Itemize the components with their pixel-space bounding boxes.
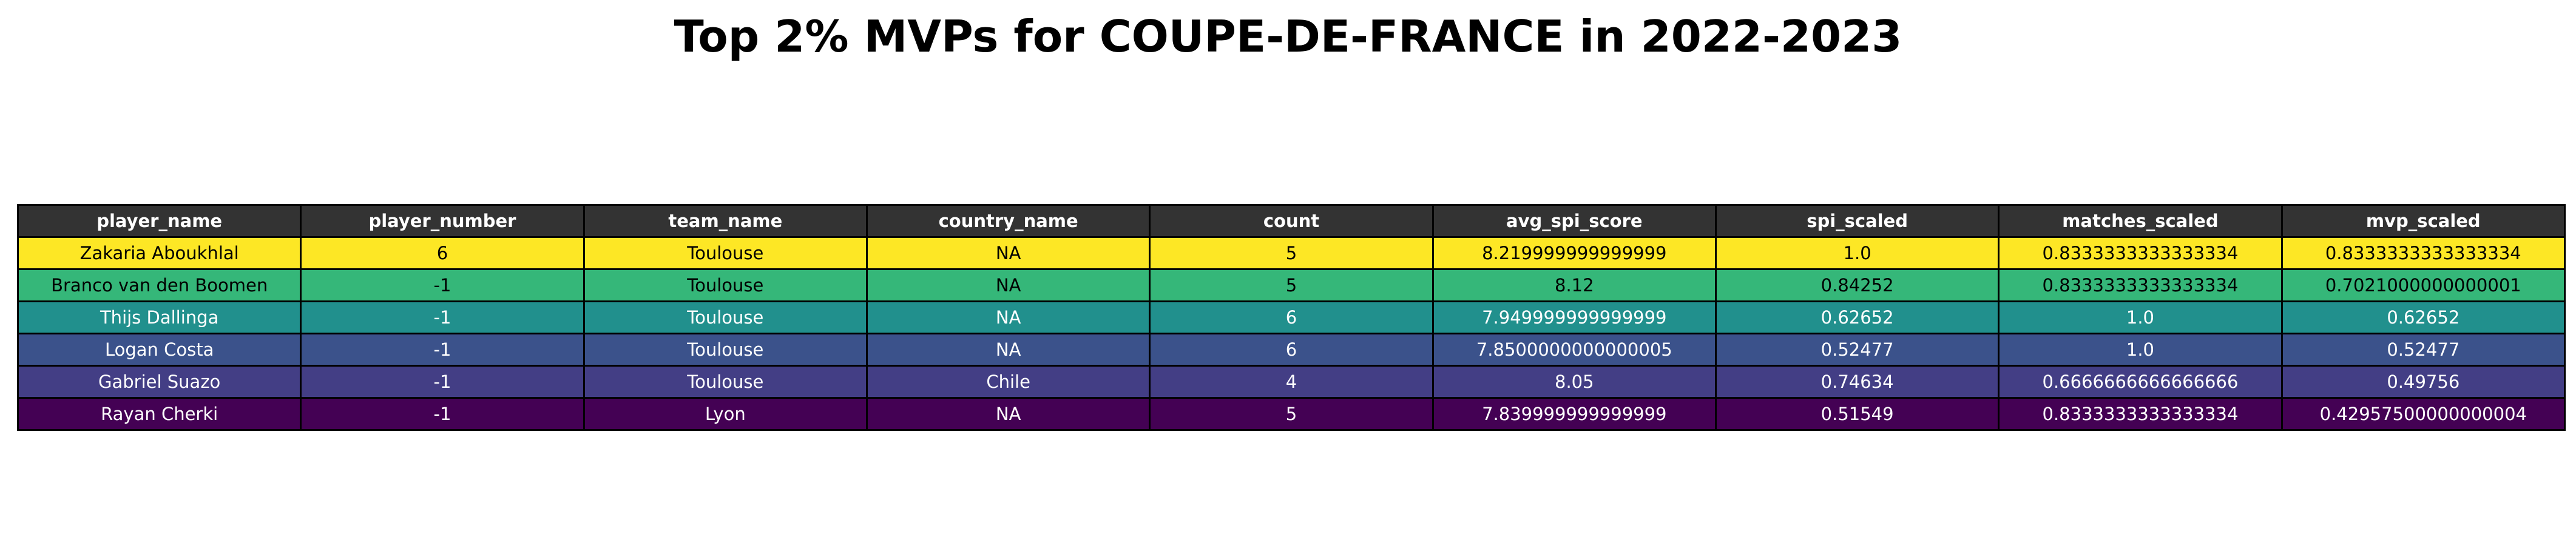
table-cell-avg-spi-score: 8.05	[1432, 365, 1717, 399]
table-cell-player-number: -1	[300, 333, 585, 367]
column-header-mvp-scaled: mvp_scaled	[2280, 204, 2566, 238]
table-cell-player-name: Branco van den Boomen	[16, 268, 302, 302]
column-header-avg-spi-score: avg_spi_score	[1432, 204, 1717, 238]
table-cell-matches-scaled: 0.6666666666666666	[1998, 365, 2283, 399]
table-cell-team-name: Lyon	[583, 397, 868, 431]
table-cell-matches-scaled: 0.8333333333333334	[1998, 268, 2283, 302]
table-cell-player-name: Rayan Cherki	[16, 397, 302, 431]
table-cell-mvp-scaled: 0.7021000000000001	[2280, 268, 2566, 302]
column-header-spi-scaled: spi_scaled	[1714, 204, 2000, 238]
table-cell-country-name: NA	[865, 333, 1151, 367]
table-cell-country-name: Chile	[865, 365, 1151, 399]
table-cell-team-name: Toulouse	[583, 300, 868, 334]
table-cell-matches-scaled: 0.8333333333333334	[1998, 397, 2283, 431]
table-cell-player-name: Zakaria Aboukhlal	[16, 236, 302, 270]
mvp-table-container: player_name player_number team_name country…	[16, 204, 2566, 431]
table-cell-count: 5	[1149, 236, 1434, 270]
table-cell-avg-spi-score: 8.219999999999999	[1432, 236, 1717, 270]
table-cell-team-name: Toulouse	[583, 333, 868, 367]
table-cell-country-name: NA	[865, 300, 1151, 334]
column-header-team-name: team_name	[583, 204, 868, 238]
table-cell-count: 5	[1149, 397, 1434, 431]
table-cell-player-name: Logan Costa	[16, 333, 302, 367]
table-cell-count: 6	[1149, 333, 1434, 367]
table-cell-player-name: Gabriel Suazo	[16, 365, 302, 399]
mvp-table: player_name player_number team_name country…	[16, 204, 2566, 431]
column-header-matches-scaled: matches_scaled	[1998, 204, 2283, 238]
table-row: Rayan Cherki -1 Lyon NA 5 7.839999999999999 0.…	[16, 397, 2566, 431]
column-header-player-number: player_number	[300, 204, 585, 238]
table-cell-mvp-scaled: 0.42957500000000004	[2280, 397, 2566, 431]
table-cell-spi-scaled: 0.51549	[1714, 397, 2000, 431]
table-cell-player-name: Thijs Dallinga	[16, 300, 302, 334]
table-cell-country-name: NA	[865, 397, 1151, 431]
chart-title: Top 2% MVPs for COUPE-DE-FRANCE in 2022-…	[674, 11, 1902, 62]
table-cell-count: 4	[1149, 365, 1434, 399]
table-cell-mvp-scaled: 0.8333333333333334	[2280, 236, 2566, 270]
table-cell-country-name: NA	[865, 268, 1151, 302]
table-cell-mvp-scaled: 0.62652	[2280, 300, 2566, 334]
table-cell-count: 5	[1149, 268, 1434, 302]
table-cell-matches-scaled: 0.8333333333333334	[1998, 236, 2283, 270]
column-header-player-name: player_name	[16, 204, 302, 238]
table-row: Logan Costa -1 Toulouse NA 6 7.85000000000000…	[16, 333, 2566, 367]
table-cell-spi-scaled: 0.84252	[1714, 268, 2000, 302]
header-row: player_name player_number team_name country…	[16, 204, 2566, 238]
table-cell-matches-scaled: 1.0	[1998, 300, 2283, 334]
table-cell-count: 6	[1149, 300, 1434, 334]
table-cell-spi-scaled: 0.62652	[1714, 300, 2000, 334]
table-cell-avg-spi-score: 7.839999999999999	[1432, 397, 1717, 431]
table-cell-mvp-scaled: 0.52477	[2280, 333, 2566, 367]
table-cell-avg-spi-score: 7.949999999999999	[1432, 300, 1717, 334]
table-cell-spi-scaled: 0.52477	[1714, 333, 2000, 367]
table-header: player_name player_number team_name country…	[16, 204, 2566, 238]
table-cell-spi-scaled: 0.74634	[1714, 365, 2000, 399]
table-cell-team-name: Toulouse	[583, 236, 868, 270]
column-header-count: count	[1149, 204, 1434, 238]
table-cell-player-number: -1	[300, 365, 585, 399]
table-cell-team-name: Toulouse	[583, 365, 868, 399]
table-body: Zakaria Aboukhlal 6 Toulouse NA 5 8.219999999…	[16, 236, 2566, 431]
table-cell-mvp-scaled: 0.49756	[2280, 365, 2566, 399]
table-row: Branco van den Boomen -1 Toulouse NA 5 8.12 0.…	[16, 268, 2566, 302]
table-cell-player-number: -1	[300, 268, 585, 302]
table-cell-avg-spi-score: 7.8500000000000005	[1432, 333, 1717, 367]
table-cell-player-number: -1	[300, 397, 585, 431]
table-row: Thijs Dallinga -1 Toulouse NA 6 7.94999999999…	[16, 300, 2566, 334]
table-cell-team-name: Toulouse	[583, 268, 868, 302]
table-row: Zakaria Aboukhlal 6 Toulouse NA 5 8.219999999…	[16, 236, 2566, 270]
table-cell-country-name: NA	[865, 236, 1151, 270]
table-cell-spi-scaled: 1.0	[1714, 236, 2000, 270]
table-cell-player-number: -1	[300, 300, 585, 334]
table-cell-player-number: 6	[300, 236, 585, 270]
table-cell-matches-scaled: 1.0	[1998, 333, 2283, 367]
table-cell-avg-spi-score: 8.12	[1432, 268, 1717, 302]
column-header-country-name: country_name	[865, 204, 1151, 238]
table-row: Gabriel Suazo -1 Toulouse Chile 4 8.05 0.74634…	[16, 365, 2566, 399]
